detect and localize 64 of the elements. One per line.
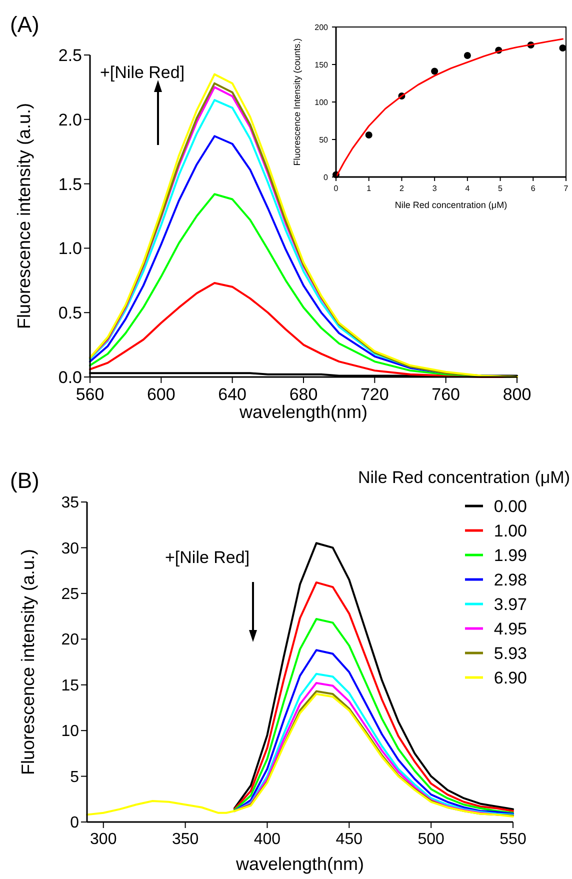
x-tick-label: 720 xyxy=(360,385,389,404)
legend-label: 4.95 xyxy=(494,620,527,638)
point xyxy=(365,132,372,138)
point xyxy=(464,52,471,59)
x-tick-label: 640 xyxy=(218,385,247,404)
y-tick-label: 2.5 xyxy=(58,46,82,65)
y-tick-label: 5 xyxy=(70,768,80,786)
x-axis-title: wavelength(nm) xyxy=(234,854,364,874)
x-tick-label: 450 xyxy=(336,831,363,848)
y-tick-label: 30 xyxy=(61,540,80,558)
chart-title: (B) xyxy=(10,468,40,493)
annotation: +[Nile Red] xyxy=(165,548,250,567)
x-axis-title: wavelength(nm) xyxy=(238,402,368,422)
y-tick-label: 100 xyxy=(314,98,329,107)
x-tick-label: 560 xyxy=(76,385,104,404)
y-tick-label: 25 xyxy=(61,586,80,604)
x-tick-label: 2 xyxy=(399,184,404,193)
y-tick-label: 2.0 xyxy=(58,110,82,130)
x-tick-label: 7 xyxy=(564,184,569,193)
x-tick-label: 0 xyxy=(334,184,339,193)
y-tick-label: 1.0 xyxy=(58,239,82,258)
chart-title: (A) xyxy=(10,12,40,37)
y-tick-label: 150 xyxy=(314,60,329,70)
y-axis-title: Fluorescence intensity (a.u.) xyxy=(18,548,38,776)
x-tick-label: 600 xyxy=(146,385,176,404)
legend-label: 3.97 xyxy=(494,595,527,614)
annotation: +[Nile Red] xyxy=(100,63,185,82)
x-tick-label: 800 xyxy=(502,385,532,404)
y-axis-title: Fluorescence Intensity (counts.) xyxy=(292,38,302,166)
x-tick-label: 760 xyxy=(432,385,460,404)
y-axis-title: Fluorescence intensity (a.u.) xyxy=(14,102,34,330)
y-tick-label: 50 xyxy=(319,135,329,144)
y-tick-label: 0.5 xyxy=(58,304,82,323)
legend-title: Nile Red concentration (μM) xyxy=(358,468,570,487)
legend-label: 2.98 xyxy=(494,570,527,590)
x-tick-label: 400 xyxy=(254,831,281,848)
point xyxy=(431,68,438,75)
line-series xyxy=(86,693,514,818)
point xyxy=(559,44,566,52)
y-tick-label: 0 xyxy=(70,814,80,832)
x-tick-label: 4 xyxy=(465,184,470,193)
x-tick-label: 5 xyxy=(498,184,504,193)
y-tick-label: 20 xyxy=(61,632,80,649)
x-tick-label: 500 xyxy=(418,831,445,848)
y-tick-label: 35 xyxy=(61,494,80,512)
x-tick-label: 350 xyxy=(172,831,199,848)
y-tick-label: 200 xyxy=(314,22,329,32)
x-tick-label: 3 xyxy=(432,184,438,193)
y-tick-label: 0.0 xyxy=(58,368,82,387)
legend-label: 6.90 xyxy=(494,668,527,688)
y-tick-label: 1.5 xyxy=(58,174,82,194)
x-tick-label: 300 xyxy=(90,831,117,848)
legend-label: 0.00 xyxy=(494,497,527,516)
legend-label: 1.99 xyxy=(494,546,527,565)
y-tick-label: 15 xyxy=(61,677,80,694)
y-tick-label: 10 xyxy=(61,723,80,740)
x-tick-label: 550 xyxy=(500,831,526,848)
x-tick-label: 680 xyxy=(289,385,318,404)
legend-label: 5.93 xyxy=(494,644,527,663)
x-tick-label: 1 xyxy=(366,184,372,193)
legend-label: 1.00 xyxy=(494,522,527,540)
x-axis-title: Nile Red concentration (μM) xyxy=(394,200,508,210)
x-tick-label: 6 xyxy=(530,184,536,193)
y-tick-label: 0 xyxy=(324,172,329,182)
